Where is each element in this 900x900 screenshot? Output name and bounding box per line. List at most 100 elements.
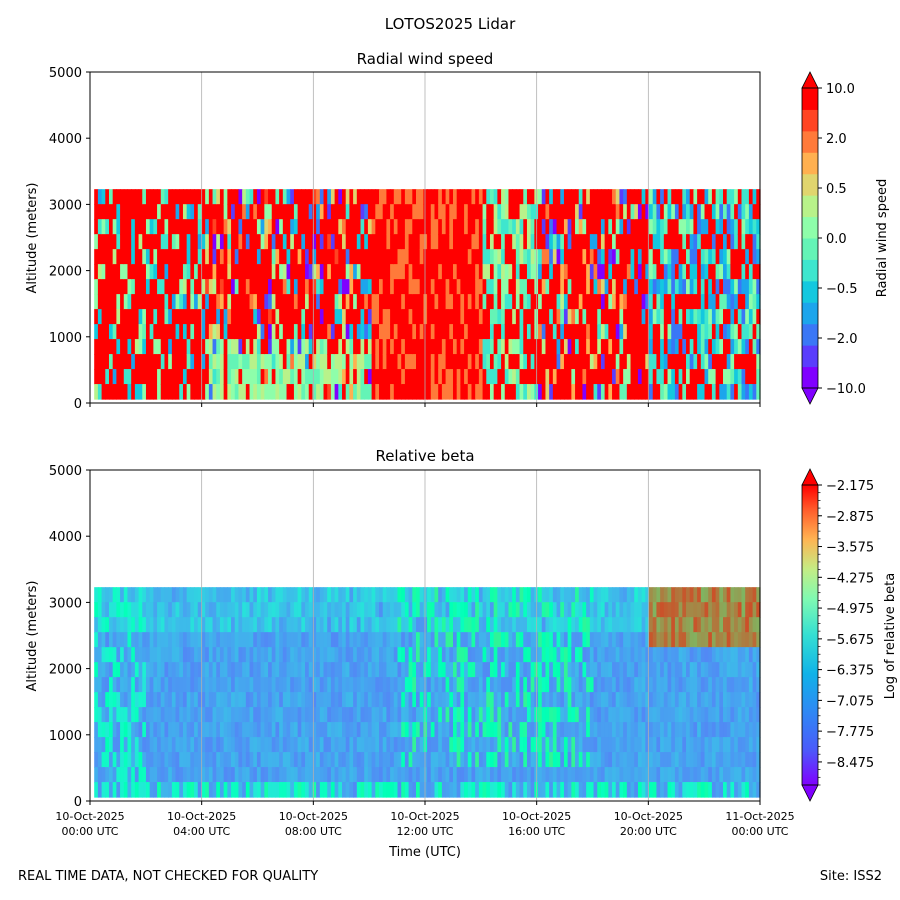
heatmap-cell [556,752,561,768]
heatmap-cell [689,324,695,340]
heatmap-cell [711,617,717,633]
heatmap-cell [164,294,169,310]
heatmap-cell [612,369,617,385]
heatmap-cell [567,384,572,400]
heatmap-cell [316,737,321,753]
heatmap-cell [201,294,206,310]
heatmap-cell [134,677,140,693]
heatmap-cell [360,234,365,250]
heatmap-cell [353,737,358,753]
heatmap-cell [312,662,317,678]
heatmap-cell [438,707,443,723]
heatmap-cell [290,234,295,250]
heatmap-cell [238,752,243,768]
heatmap-cell [416,384,421,400]
heatmap-cell [356,309,362,325]
heatmap-cell [379,602,384,618]
heatmap-cell [560,782,565,798]
heatmap-cell [530,219,535,235]
heatmap-cell [515,692,521,708]
heatmap-cell [423,219,428,235]
heatmap-cell [138,737,143,753]
heatmap-cell [186,677,191,693]
heatmap-cell [238,692,243,708]
heatmap-cell [630,324,635,340]
heatmap-cell [689,309,695,325]
heatmap-cell [452,602,458,618]
heatmap-cell [138,752,143,768]
heatmap-cell [452,234,458,250]
heatmap-cell [404,219,410,235]
heatmap-cell [464,189,469,205]
heatmap-cell [194,189,199,205]
heatmap-cell [711,722,717,738]
heatmap-cell [649,647,654,663]
heatmap-cell [201,234,206,250]
heatmap-cell [634,309,639,325]
heatmap-cell [345,602,351,618]
heatmap-cell [101,707,106,723]
heatmap-cell [327,677,332,693]
heatmap-cell [504,647,510,663]
heatmap-cell [645,339,650,355]
heatmap-cell [349,632,354,648]
heatmap-cell [408,662,413,678]
heatmap-cell [541,722,547,738]
heatmap-cell [526,384,532,400]
heatmap-cell [334,617,339,633]
heatmap-cell [615,204,621,220]
heatmap-cell [612,189,617,205]
heatmap-cell [227,692,232,708]
heatmap-cell [238,587,243,603]
heatmap-cell [578,354,584,370]
heatmap-cell [264,767,269,783]
heatmap-cell [752,339,757,355]
heatmap-cell [608,602,613,618]
heatmap-cell [745,279,750,295]
heatmap-cell [260,339,265,355]
heatmap-cell [149,339,154,355]
heatmap-cell [686,587,691,603]
heatmap-cell [120,294,125,310]
heatmap-cell [234,204,240,220]
heatmap-cell [371,264,376,280]
heatmap-cell [279,692,284,708]
heatmap-cell [256,309,262,325]
heatmap-cell [334,249,339,265]
heatmap-cell [371,369,376,385]
heatmap-cell [711,264,717,280]
heatmap-cell [515,234,521,250]
heatmap-cell [375,632,380,648]
colorbar-tick-label: −2.0 [826,332,858,347]
heatmap-cell [748,264,754,280]
heatmap-cell [116,587,121,603]
heatmap-cell [275,692,280,708]
heatmap-cell [667,632,672,648]
heatmap-cell [689,632,695,648]
heatmap-cell [308,617,314,633]
heatmap-cell [645,662,650,678]
heatmap-cell [186,324,191,340]
heatmap-cell [545,782,550,798]
heatmap-cell [634,324,639,340]
heatmap-cell [586,632,591,648]
heatmap-cell [486,782,491,798]
heatmap-cell [353,354,358,370]
heatmap-cell [515,632,521,648]
heatmap-cell [600,204,606,220]
heatmap-cell [726,279,732,295]
heatmap-cell [242,294,247,310]
heatmap-cell [382,279,388,295]
heatmap-cell [338,677,343,693]
heatmap-cell [145,309,151,325]
heatmap-cell [708,722,713,738]
heatmap-cell [434,752,439,768]
heatmap-cell [489,354,495,370]
heatmap-cell [419,722,424,738]
heatmap-cell [286,752,291,768]
heatmap-cell [612,617,617,633]
heatmap-cell [345,354,351,370]
heatmap-cell [586,189,591,205]
heatmap-cell [645,602,650,618]
heatmap-cell [478,189,484,205]
